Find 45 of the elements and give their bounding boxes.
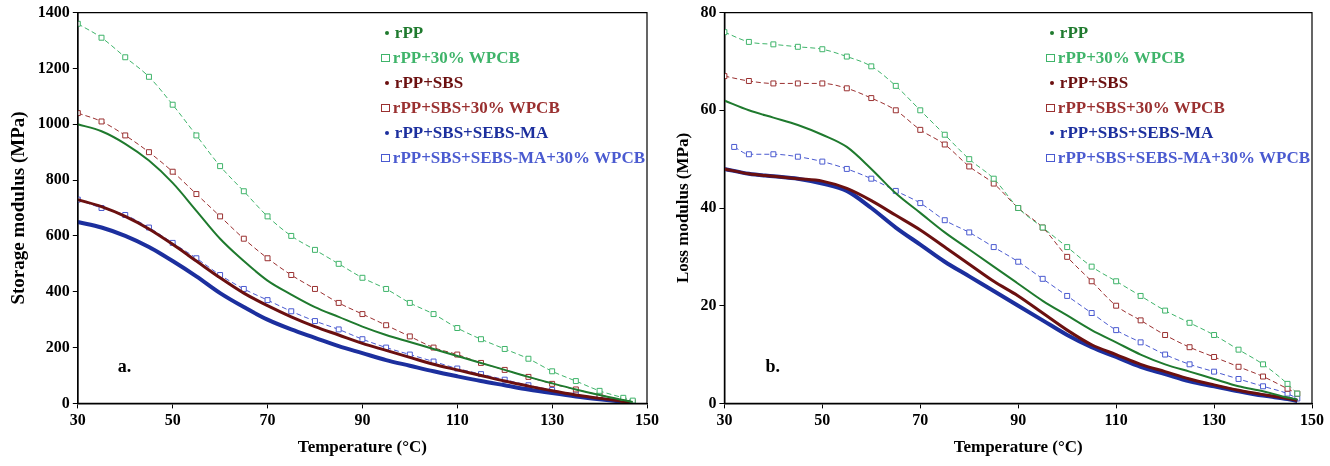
legend-label: rPP — [394, 22, 424, 44]
y-axis-title: Storage modulus (MPa) — [7, 111, 30, 305]
x-tick-label: 30 — [716, 411, 733, 429]
x-tick-label: 110 — [1104, 411, 1128, 429]
y-tick-label: 600 — [45, 226, 70, 244]
annotation: b. — [765, 356, 781, 377]
legend-label: rPP+SBS+30% WPCB — [1057, 97, 1225, 119]
legend-label: rPP+30% WPCB — [1057, 47, 1185, 69]
legend-label: rPP+SBS+SEBS-MA — [1059, 122, 1214, 144]
x-tick-label: 50 — [164, 411, 181, 429]
y-tick-label: 800 — [45, 170, 70, 188]
x-tick-label: 70 — [912, 411, 929, 429]
x-tick-label: 150 — [635, 411, 659, 429]
y-tick-label: 60 — [700, 100, 717, 118]
x-tick-label: 90 — [354, 411, 371, 429]
y-tick-label: 1400 — [37, 2, 70, 20]
annotation: a. — [117, 356, 132, 377]
legend-label: rPP+SBS+SEBS-MA+30% WPCB — [392, 147, 645, 169]
y-tick-label: 20 — [700, 295, 717, 313]
x-tick-label: 130 — [1202, 411, 1227, 429]
y-axis-title: Loss modulus (MPa) — [672, 132, 692, 284]
y-tick-label: 1200 — [37, 58, 70, 76]
x-tick-label: 70 — [259, 411, 276, 429]
y-tick-label: 0 — [61, 393, 70, 411]
legend-label: rPP — [1059, 22, 1089, 44]
x-tick-label: 30 — [69, 411, 86, 429]
legend-label: rPP+SBS+30% WPCB — [392, 97, 560, 119]
x-tick-label: 90 — [1010, 411, 1027, 429]
legend-label: rPP+SBS+SEBS-MA+30% WPCB — [1057, 147, 1310, 169]
x-tick-label: 150 — [1300, 411, 1324, 429]
x-tick-label: 50 — [814, 411, 831, 429]
x-axis-title: Temperature (°C) — [953, 437, 1083, 457]
x-tick-label: 110 — [445, 411, 469, 429]
legend-label: rPP+SBS — [394, 72, 464, 94]
y-tick-label: 1000 — [37, 114, 70, 132]
x-tick-label: 130 — [540, 411, 565, 429]
x-axis-title: Temperature (°C) — [297, 437, 427, 457]
legend-label: rPP+SBS — [1059, 72, 1129, 94]
y-tick-label: 400 — [45, 281, 70, 299]
y-tick-label: 0 — [708, 393, 717, 411]
y-tick-label: 200 — [45, 337, 70, 355]
y-tick-label: 80 — [700, 2, 717, 20]
legend-label: rPP+SBS+SEBS-MA — [394, 122, 549, 144]
legend-label: rPP+30% WPCB — [392, 47, 520, 69]
y-tick-label: 40 — [700, 198, 717, 216]
